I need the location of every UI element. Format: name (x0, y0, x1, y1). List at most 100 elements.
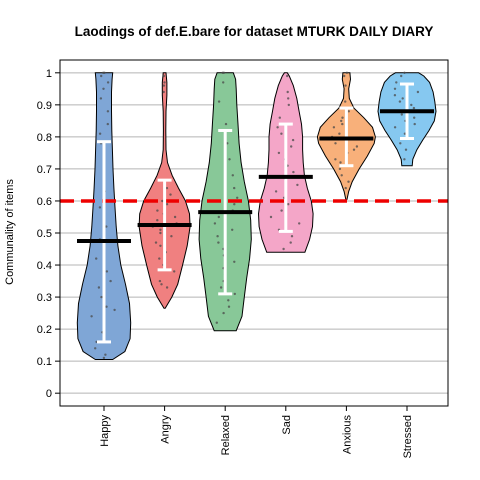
data-point (338, 167, 342, 171)
data-point (106, 81, 110, 84)
data-point (400, 74, 403, 78)
data-point (165, 203, 169, 206)
data-point (398, 100, 402, 103)
data-point (413, 116, 416, 119)
data-point (334, 158, 337, 161)
y-tick-label: 0.4 (37, 260, 52, 272)
data-point (100, 74, 103, 78)
data-point (169, 193, 172, 196)
data-point (401, 97, 404, 100)
data-point (341, 122, 344, 126)
data-point (290, 145, 293, 148)
data-point (105, 225, 108, 228)
data-point (103, 71, 106, 75)
data-point (276, 126, 279, 129)
x-tick-label: Happy (99, 415, 111, 447)
data-point (236, 196, 239, 199)
data-point (355, 145, 359, 148)
data-point (173, 270, 176, 273)
data-point (100, 295, 103, 299)
data-point (158, 257, 161, 260)
y-tick-label: 0.3 (37, 292, 52, 304)
data-point (106, 110, 110, 113)
data-point (222, 81, 225, 84)
data-point (159, 228, 162, 231)
x-tick-label: Angry (160, 415, 172, 444)
data-point (403, 132, 407, 135)
data-point (161, 199, 164, 203)
data-point (292, 170, 295, 174)
data-point (227, 299, 230, 302)
data-point (287, 203, 290, 206)
data-point (227, 305, 231, 308)
data-point (102, 87, 105, 91)
data-point (170, 235, 173, 238)
y-tick-label: 0.9 (37, 100, 52, 112)
plot-frame (59, 59, 449, 407)
data-point (224, 122, 228, 126)
data-point (393, 126, 397, 129)
data-point (233, 292, 236, 296)
y-tick-label: 0.6 (37, 196, 52, 208)
y-axis-label: Communality of items (4, 179, 16, 285)
x-tick-label: Anxious (341, 415, 353, 455)
data-point (219, 286, 223, 289)
data-point (347, 110, 350, 113)
y-tick-label: 0.8 (37, 132, 52, 144)
data-point (277, 151, 281, 155)
data-point (289, 241, 292, 244)
data-point (412, 106, 416, 110)
data-point (344, 186, 347, 190)
data-point (403, 71, 406, 75)
data-point (95, 257, 98, 260)
data-point (233, 203, 236, 206)
data-point (347, 180, 350, 183)
data-point (345, 71, 349, 75)
data-point (278, 116, 281, 119)
data-point (226, 142, 229, 145)
x-tick-label: Stressed (402, 415, 414, 458)
data-point (352, 148, 356, 151)
data-point (286, 74, 289, 78)
data-point (280, 209, 283, 212)
data-point (228, 158, 231, 161)
data-point (158, 279, 162, 283)
data-point (105, 270, 109, 273)
data-point (159, 231, 162, 235)
data-point (344, 84, 347, 87)
axes: 0 0.1 0.2 0.3 0.4 0.5 0.6 0.7 0.8 0.9 1 Happy Angry R… (37, 68, 414, 459)
y-tick-label: 0.7 (37, 164, 52, 176)
data-point (332, 126, 336, 129)
data-point (343, 74, 346, 78)
data-point (90, 315, 93, 318)
data-point (173, 215, 177, 219)
data-point (340, 174, 343, 177)
data-point (274, 190, 278, 193)
data-point (403, 158, 406, 161)
data-point (159, 244, 162, 247)
y-tick-label: 1 (46, 68, 52, 80)
data-point (233, 186, 236, 190)
data-point (102, 356, 106, 360)
data-point (94, 347, 97, 350)
data-point (105, 305, 108, 308)
violins (76, 71, 437, 360)
data-point (287, 103, 290, 107)
data-point (287, 97, 290, 100)
data-point (290, 235, 294, 238)
data-point (156, 209, 159, 212)
data-point (221, 71, 224, 75)
data-point (98, 132, 102, 135)
data-point (339, 161, 342, 164)
data-point (109, 279, 112, 283)
data-point (217, 215, 220, 219)
data-point (104, 353, 107, 356)
data-point (404, 148, 408, 151)
data-point (393, 94, 397, 97)
data-point (280, 132, 283, 135)
data-point (338, 132, 341, 135)
data-point (291, 138, 295, 142)
data-point (231, 228, 234, 231)
data-point (213, 222, 217, 225)
data-point (165, 286, 169, 289)
